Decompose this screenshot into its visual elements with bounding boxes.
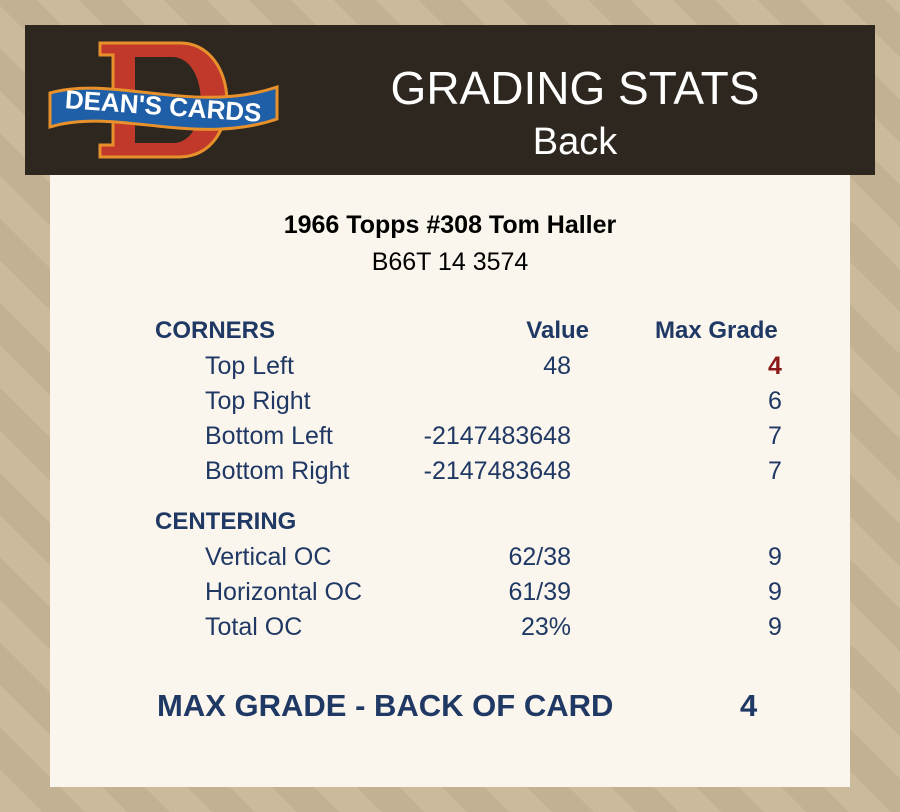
summary-value: 4 bbox=[740, 688, 758, 723]
row-max-grade: 7 bbox=[768, 457, 782, 485]
card-code: B66T 14 3574 bbox=[371, 248, 529, 276]
row-value: 48 bbox=[543, 352, 571, 380]
row-value: 62/38 bbox=[508, 543, 571, 571]
header: DEAN'S CARDS GRADING STATS Back bbox=[25, 25, 875, 175]
row-max-grade: 7 bbox=[768, 422, 782, 450]
summary-label: MAX GRADE - BACK OF CARD bbox=[157, 688, 614, 723]
row-max-grade: 9 bbox=[768, 613, 782, 641]
row-value: -2147483648 bbox=[423, 457, 571, 485]
centering-heading: CENTERING bbox=[155, 508, 297, 535]
page-title: GRADING STATS bbox=[390, 62, 760, 114]
row-label: Bottom Right bbox=[205, 457, 350, 485]
row-label: Horizontal OC bbox=[205, 578, 362, 606]
row-value: 23% bbox=[520, 613, 571, 641]
max-grade-column-header: Max Grade bbox=[655, 317, 778, 344]
row-value: 61/39 bbox=[508, 578, 571, 606]
row-value: -2147483648 bbox=[423, 422, 571, 450]
row-label: Top Left bbox=[205, 352, 294, 380]
value-column-header: Value bbox=[526, 317, 589, 344]
row-label: Bottom Left bbox=[205, 422, 333, 450]
row-label: Total OC bbox=[205, 613, 303, 641]
card-name: 1966 Topps #308 Tom Haller bbox=[283, 211, 617, 239]
corners-heading: CORNERS bbox=[155, 317, 276, 344]
row-max-grade: 6 bbox=[768, 387, 782, 415]
row-label: Top Right bbox=[205, 387, 311, 415]
row-max-grade: 4 bbox=[768, 352, 782, 380]
row-label: Vertical OC bbox=[205, 543, 332, 571]
stats-panel: 1966 Topps #308 Tom Haller B66T 14 3574 … bbox=[50, 175, 850, 787]
row-max-grade: 9 bbox=[768, 578, 782, 606]
row-max-grade: 9 bbox=[768, 543, 782, 571]
page-subtitle: Back bbox=[532, 121, 618, 163]
deans-cards-logo: DEAN'S CARDS bbox=[48, 41, 279, 159]
